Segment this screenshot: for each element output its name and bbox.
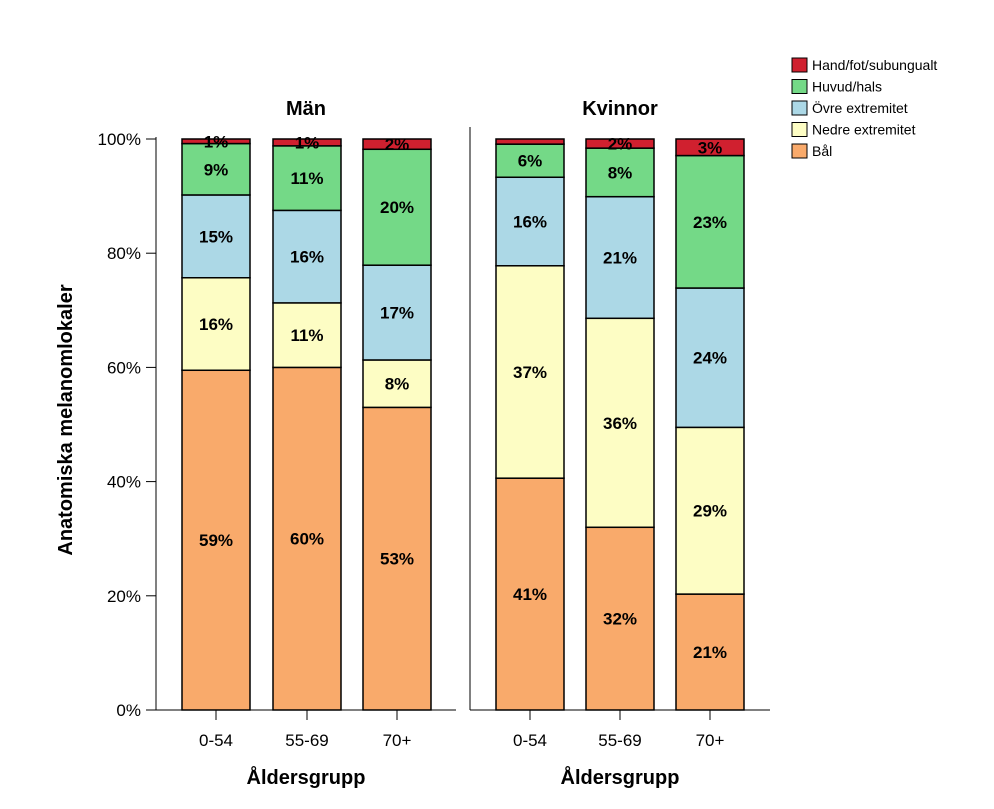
bar-segment bbox=[585, 526, 655, 711]
x-axis-title: Åldersgrupp bbox=[561, 765, 680, 789]
bar-segment bbox=[675, 287, 745, 429]
panel-title: Kvinnor bbox=[582, 98, 658, 120]
data-label: 15% bbox=[199, 227, 233, 246]
x-tick-label: 0-54 bbox=[513, 731, 547, 750]
y-axis-title: Anatomiska melanomlokaler bbox=[55, 284, 77, 555]
bar-segment bbox=[181, 138, 251, 145]
bar-segment bbox=[495, 176, 565, 267]
x-axis-title: Åldersgrupp bbox=[247, 765, 366, 789]
data-label: 1% bbox=[204, 132, 229, 151]
bar-segment bbox=[272, 302, 342, 369]
legend-swatch bbox=[791, 122, 808, 137]
data-label: 59% bbox=[199, 531, 233, 550]
data-label: 53% bbox=[380, 550, 414, 569]
data-label: 20% bbox=[380, 198, 414, 217]
data-label: 36% bbox=[603, 414, 637, 433]
y-tick-label: 80% bbox=[107, 244, 141, 263]
data-label: 24% bbox=[693, 349, 727, 368]
legend-label: Övre extremitet bbox=[812, 99, 908, 116]
x-tick-label: 55-69 bbox=[285, 731, 328, 750]
data-label: 9% bbox=[204, 160, 229, 179]
legend-label: Bål bbox=[812, 143, 832, 159]
data-label: 32% bbox=[603, 610, 637, 629]
bar-segment bbox=[495, 138, 565, 145]
data-label: 1% bbox=[295, 133, 320, 152]
data-label: 21% bbox=[693, 643, 727, 662]
data-label: 6% bbox=[518, 152, 543, 171]
y-tick-label: 20% bbox=[107, 587, 141, 606]
y-tick-label: 0% bbox=[116, 701, 141, 720]
legend-swatch bbox=[791, 57, 808, 73]
bar-segment bbox=[495, 143, 565, 179]
data-label: 11% bbox=[290, 169, 323, 188]
bar-segment bbox=[585, 147, 655, 198]
x-tick-label: 70+ bbox=[696, 731, 725, 750]
bar-segment bbox=[362, 138, 432, 151]
bar-segment bbox=[272, 366, 342, 711]
data-label: 60% bbox=[290, 530, 324, 549]
data-label: 2% bbox=[608, 135, 633, 154]
bar-segment bbox=[675, 593, 745, 711]
bar-segment bbox=[181, 277, 251, 372]
x-tick-label: 55-69 bbox=[598, 731, 641, 750]
bar-segment bbox=[585, 317, 655, 529]
bar-segment bbox=[495, 265, 565, 479]
bar-segment bbox=[495, 477, 565, 711]
x-tick-label: 0-54 bbox=[199, 731, 233, 750]
bar-segment bbox=[272, 138, 342, 147]
legend-swatch bbox=[791, 79, 808, 94]
panel-title: Män bbox=[286, 98, 326, 120]
bar-segment bbox=[272, 209, 342, 304]
data-label: 16% bbox=[199, 315, 233, 334]
x-tick-label: 70+ bbox=[383, 731, 412, 750]
bar-segment bbox=[585, 195, 655, 320]
bar-segment bbox=[675, 138, 745, 157]
data-label: 3% bbox=[698, 138, 723, 157]
data-label: 16% bbox=[513, 213, 547, 232]
y-tick-label: 100% bbox=[98, 130, 141, 149]
data-label: 8% bbox=[385, 375, 410, 394]
data-label: 2% bbox=[385, 135, 410, 154]
data-label: 41% bbox=[513, 585, 547, 604]
data-label: 16% bbox=[290, 248, 324, 267]
legend-label: Nedre extremitet bbox=[812, 122, 916, 138]
bar-segment bbox=[675, 154, 745, 289]
legend-label: Hand/fot/subungualt bbox=[812, 57, 937, 73]
bar-segment bbox=[181, 369, 251, 711]
data-label: 37% bbox=[513, 363, 547, 382]
legend-swatch bbox=[791, 143, 808, 159]
data-label: 23% bbox=[693, 213, 727, 232]
data-label: 17% bbox=[380, 304, 414, 323]
data-label: 8% bbox=[608, 163, 633, 182]
bar-segment bbox=[362, 264, 432, 361]
bar-segment bbox=[181, 194, 251, 279]
data-label: 29% bbox=[693, 502, 727, 521]
legend-label: Huvud/hals bbox=[812, 79, 882, 95]
y-tick-label: 60% bbox=[107, 358, 141, 377]
bar-segment bbox=[585, 138, 655, 149]
data-label: 11% bbox=[290, 326, 323, 345]
y-tick-label: 40% bbox=[107, 473, 141, 492]
data-label: 21% bbox=[603, 248, 637, 267]
bar-segment bbox=[675, 426, 745, 595]
bar-segment bbox=[362, 406, 432, 711]
legend-swatch bbox=[791, 100, 808, 116]
